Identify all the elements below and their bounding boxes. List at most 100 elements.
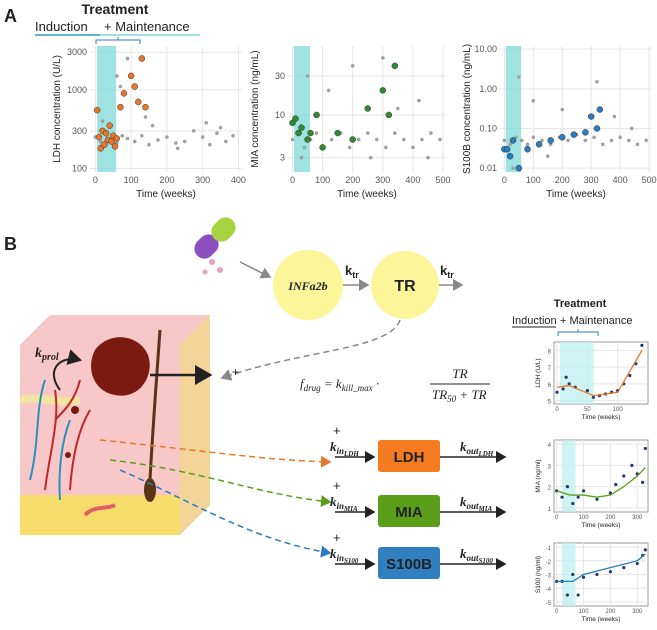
- data-point: [374, 137, 379, 142]
- data-point: [391, 62, 399, 70]
- y-tick-label: 1: [548, 507, 552, 513]
- data-point: [295, 129, 302, 137]
- data-point: [224, 139, 228, 144]
- maintenance-label: + Maintenance: [104, 19, 190, 34]
- x-tick-label: 400: [405, 175, 420, 185]
- x-tick-label: 200: [605, 609, 616, 615]
- data-point: [608, 570, 613, 574]
- data-point: [595, 572, 599, 577]
- sub: tr: [352, 270, 359, 280]
- y-tick-label: 10: [275, 110, 285, 120]
- x-tick-label: 200: [605, 515, 616, 521]
- x-tick-label: 300: [584, 175, 599, 185]
- data-point: [305, 74, 310, 78]
- data-point: [565, 593, 570, 597]
- data-point: [420, 137, 424, 142]
- pill: [194, 217, 236, 275]
- y-tick-label: -3: [546, 574, 552, 580]
- k: k: [460, 494, 467, 509]
- data-point: [547, 137, 554, 144]
- data-point: [411, 145, 415, 150]
- data-point: [545, 154, 550, 159]
- data-point: [438, 137, 442, 142]
- data-point: [592, 135, 596, 140]
- data-point: [143, 115, 148, 119]
- data-point: [393, 131, 397, 135]
- y-axis-label: LDH concentration (U/L): [52, 55, 63, 163]
- data-point: [384, 145, 388, 150]
- data-point: [135, 98, 142, 106]
- y-tick-label: 5: [548, 400, 552, 406]
- y-tick-label: 4: [548, 443, 552, 449]
- data-point: [524, 145, 531, 153]
- data-point: [231, 133, 235, 138]
- y-axis-label: MIA (ng/ml): [535, 459, 542, 492]
- y-axis-label: LDH (U/L): [535, 358, 542, 387]
- data-point: [132, 139, 137, 144]
- data-point: [138, 55, 146, 62]
- kout-label: koutS100: [460, 546, 493, 565]
- x-axis-label: Time (weeks): [582, 616, 621, 623]
- data-point: [302, 145, 307, 150]
- data-point: [319, 144, 326, 151]
- data-point: [581, 575, 586, 579]
- data-point: [175, 146, 180, 151]
- plus: +: [333, 530, 341, 545]
- y-tick-label: 0.01: [479, 163, 497, 173]
- y-tick-label: 3000: [67, 47, 87, 57]
- data-point: [564, 375, 568, 379]
- x-tick-label: 500: [435, 175, 450, 185]
- sub: out: [467, 446, 480, 456]
- y-tick-label: -4: [546, 587, 552, 593]
- kout-label: koutMIA: [460, 494, 492, 513]
- tr: TR: [432, 387, 447, 402]
- x-tick-label: 400: [613, 175, 628, 185]
- data-point: [93, 106, 101, 114]
- data-point: [622, 566, 626, 570]
- x-tick-label: 100: [124, 175, 139, 185]
- data-point: [643, 548, 647, 552]
- k: k: [330, 439, 337, 454]
- fit-line: [556, 350, 643, 397]
- data-point: [565, 484, 570, 489]
- data-point: [379, 87, 387, 94]
- data-point: [350, 64, 355, 68]
- data-point: [628, 373, 632, 378]
- y-tick-label: 300: [72, 126, 87, 136]
- x-tick-label: 0: [555, 407, 559, 413]
- data-point: [131, 83, 138, 90]
- y-tick-label: 2: [548, 486, 552, 492]
- data-point: [535, 141, 543, 148]
- induction-label: Induction: [35, 19, 88, 34]
- data-point: [111, 143, 119, 150]
- kout-label: koutLDH: [460, 439, 494, 458]
- data-point: [402, 137, 406, 142]
- x-tick-label: 0: [93, 175, 98, 185]
- data-point: [290, 137, 295, 142]
- dot: ·: [373, 376, 380, 391]
- x-tick-label: 200: [159, 175, 174, 185]
- data-point: [120, 133, 124, 138]
- sub: in: [337, 501, 345, 511]
- kprol-label: kprol: [35, 346, 59, 363]
- data-point: [560, 107, 565, 112]
- sub: in: [337, 553, 345, 563]
- data-point: [608, 491, 613, 495]
- x-tick-label: 100: [579, 515, 590, 521]
- drug-compartment: [273, 250, 343, 320]
- dashed-arrow: [109, 459, 332, 508]
- data-point: [643, 446, 647, 451]
- y-axis-label: S100 (ng/ml): [535, 556, 542, 593]
- data-point: [368, 155, 373, 160]
- plus: +: [232, 365, 239, 379]
- data-point: [571, 501, 575, 506]
- data-point: [571, 572, 575, 577]
- data-point: [417, 98, 421, 103]
- x-axis-label: Time (weeks): [136, 189, 196, 200]
- data-point: [174, 141, 178, 145]
- data-point: [509, 137, 517, 144]
- data-point: [609, 138, 614, 143]
